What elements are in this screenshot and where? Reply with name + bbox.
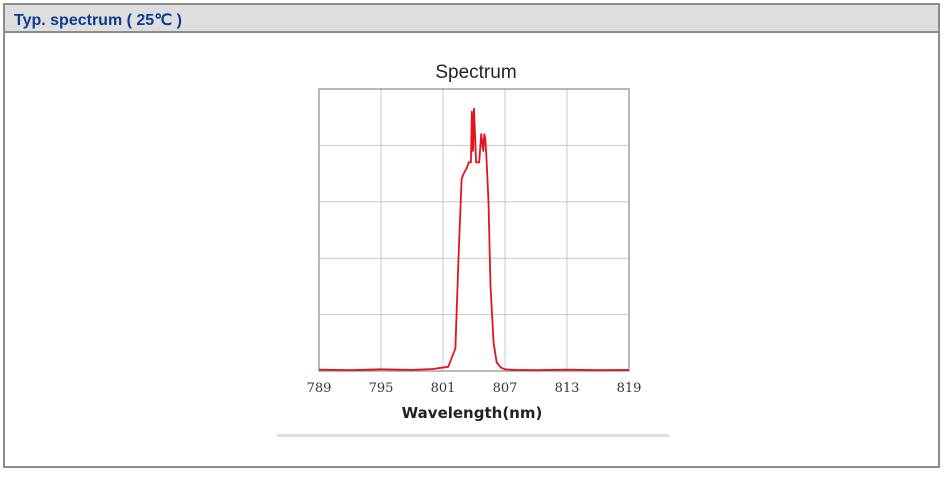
divider-line: [277, 434, 669, 437]
x-tick-label: 813: [555, 381, 580, 396]
panel-header: Typ. spectrum ( 25℃ ): [5, 5, 938, 33]
chart-title: Spectrum: [435, 62, 516, 83]
x-tick-labels: 789 795 801 807 813 819: [307, 381, 642, 396]
plot-frame: [318, 88, 630, 372]
spectrum-panel: Typ. spectrum ( 25℃ ): [3, 3, 940, 468]
x-axis-label: Wavelength(nm): [402, 404, 543, 422]
x-tick-label: 789: [307, 381, 332, 396]
x-tick-label: 819: [617, 381, 642, 396]
x-tick-label: 795: [369, 381, 394, 396]
x-tick-label: 801: [431, 381, 456, 396]
x-tick-label: 807: [493, 381, 518, 396]
spectrum-line: [318, 107, 630, 372]
panel-title: Typ. spectrum ( 25℃ ): [14, 12, 182, 29]
